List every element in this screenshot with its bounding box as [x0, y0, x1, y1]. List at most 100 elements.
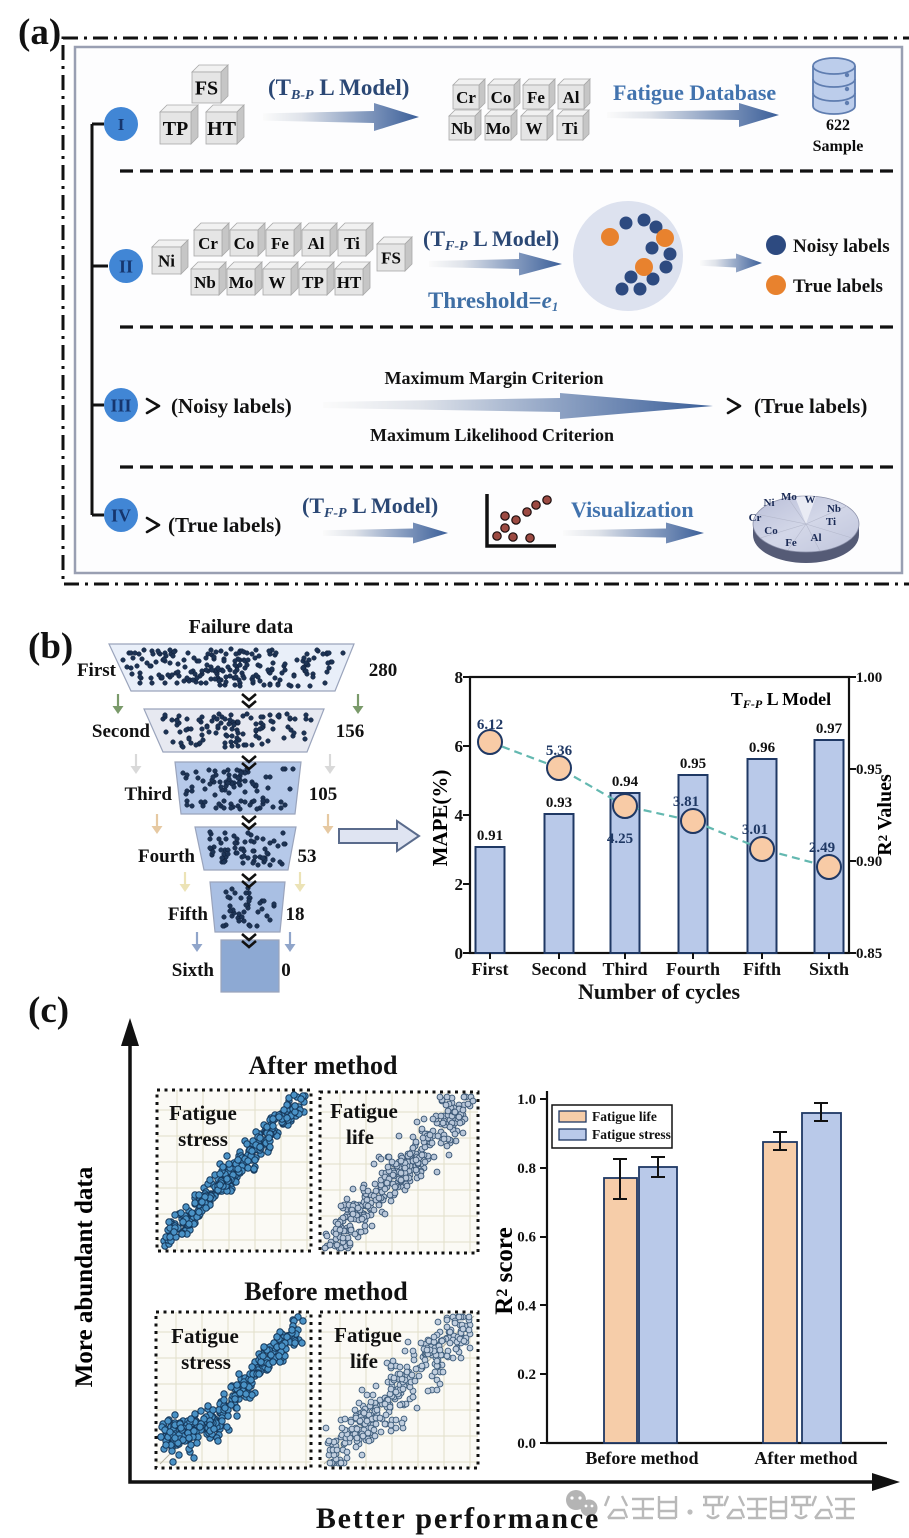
svg-text:Second: Second [92, 721, 151, 742]
svg-text:W: W [805, 494, 816, 506]
svg-text:Fatigue: Fatigue [330, 1099, 398, 1123]
svg-text:stress: stress [181, 1350, 231, 1374]
svg-text:0.2: 0.2 [517, 1367, 536, 1383]
svg-text:Co: Co [491, 88, 512, 107]
svg-text:HT: HT [337, 273, 362, 292]
svg-text:Fatigue: Fatigue [171, 1324, 239, 1348]
svg-text:Ti: Ti [562, 119, 578, 138]
svg-text:TP: TP [302, 273, 324, 292]
svg-text:0.90: 0.90 [856, 854, 882, 870]
svg-text:More abundant data: More abundant data [71, 1166, 98, 1387]
svg-text:Al: Al [308, 234, 325, 253]
svg-text:0.94: 0.94 [612, 774, 639, 790]
svg-text:Mo: Mo [229, 273, 254, 292]
svg-text:Mo: Mo [486, 119, 511, 138]
svg-text:Cr: Cr [198, 234, 218, 253]
svg-text:Ni: Ni [158, 252, 175, 271]
svg-text:Ni: Ni [764, 497, 775, 509]
svg-text:(True labels): (True labels) [754, 394, 867, 418]
svg-text:Nb: Nb [194, 273, 216, 292]
svg-text:II: II [119, 256, 133, 276]
svg-text:18: 18 [286, 904, 305, 925]
svg-text:Fatigue: Fatigue [169, 1101, 237, 1125]
svg-text:3.01: 3.01 [742, 822, 768, 838]
svg-text:0.6: 0.6 [517, 1230, 536, 1246]
svg-text:Fifth: Fifth [168, 904, 209, 925]
svg-text:TP: TP [163, 118, 189, 140]
svg-text:0.95: 0.95 [856, 762, 882, 778]
svg-text:53: 53 [298, 846, 317, 867]
svg-text:stress: stress [178, 1127, 228, 1151]
svg-text:Threshold=e1: Threshold=e1 [428, 288, 558, 314]
svg-text:Ti: Ti [826, 516, 836, 528]
svg-text:First: First [472, 959, 509, 979]
svg-text:(TF-P L Model): (TF-P L Model) [423, 226, 559, 254]
svg-text:Noisy labels: Noisy labels [793, 236, 890, 257]
svg-text:Fe: Fe [527, 88, 545, 107]
svg-text:Sixth: Sixth [172, 960, 215, 981]
svg-text:0.0: 0.0 [517, 1436, 536, 1452]
svg-text:1.0: 1.0 [517, 1092, 536, 1108]
svg-text:105: 105 [309, 784, 338, 805]
svg-text:2.49: 2.49 [809, 840, 835, 856]
svg-text:622: 622 [826, 117, 850, 134]
svg-text:(a): (a) [18, 12, 61, 53]
svg-text:R2 Values: R2 Values [874, 774, 896, 856]
svg-text:I: I [118, 115, 125, 134]
svg-text:After method: After method [754, 1448, 857, 1468]
svg-text:Fe: Fe [785, 537, 797, 549]
svg-text:Maximum Likelihood Criterion: Maximum Likelihood Criterion [370, 425, 614, 445]
svg-text:Visualization: Visualization [571, 497, 694, 522]
svg-text:Fatigue: Fatigue [334, 1323, 402, 1347]
svg-text:Al: Al [811, 532, 822, 544]
svg-text:W: W [269, 273, 286, 292]
svg-text:0.8: 0.8 [517, 1161, 536, 1177]
svg-text:5.36: 5.36 [546, 743, 573, 759]
svg-text:FS: FS [381, 249, 401, 268]
svg-text:FS: FS [195, 78, 218, 100]
svg-text:Fe: Fe [271, 234, 289, 253]
svg-text:0: 0 [455, 944, 464, 963]
svg-text:III: III [110, 395, 131, 415]
svg-text:0.97: 0.97 [816, 721, 843, 737]
svg-text:After method: After method [249, 1051, 399, 1080]
svg-text:Fatigue life: Fatigue life [592, 1109, 657, 1124]
svg-text:Fatigue Database: Fatigue Database [613, 80, 776, 105]
svg-text:Third: Third [602, 959, 647, 979]
svg-text:Before method: Before method [585, 1448, 698, 1468]
svg-text:Third: Third [124, 784, 172, 805]
svg-text:4.25: 4.25 [607, 831, 633, 847]
svg-text:Nb: Nb [451, 119, 473, 138]
svg-text:(TF-P L Model): (TF-P L Model) [302, 493, 438, 521]
svg-text:Sample: Sample [813, 138, 864, 155]
svg-text:Sixth: Sixth [809, 959, 849, 979]
svg-text:Number of cycles: Number of cycles [578, 979, 741, 1004]
svg-text:life: life [350, 1349, 378, 1373]
svg-text:(True labels): (True labels) [168, 513, 281, 537]
svg-text:0.85: 0.85 [856, 946, 882, 962]
svg-text:Nb: Nb [827, 503, 841, 515]
svg-text:Fatigue stress: Fatigue stress [592, 1127, 671, 1142]
svg-text:Mo: Mo [781, 491, 797, 503]
svg-text:4: 4 [455, 806, 464, 825]
svg-text:(b): (b) [28, 626, 73, 667]
svg-text:Second: Second [531, 959, 586, 979]
svg-text:R2 score: R2 score [491, 1227, 518, 1314]
svg-text:(TB-P L Model): (TB-P L Model) [268, 75, 409, 103]
svg-text:(c): (c) [28, 990, 69, 1031]
svg-text:Failure data: Failure data [189, 616, 294, 638]
svg-text:First: First [77, 660, 117, 681]
svg-text:0: 0 [281, 960, 291, 981]
svg-text:MAPE(%): MAPE(%) [428, 770, 452, 867]
svg-text:6: 6 [455, 737, 464, 756]
svg-text:1.00: 1.00 [856, 670, 882, 686]
svg-text:0.4: 0.4 [517, 1298, 536, 1314]
svg-text:156: 156 [336, 721, 365, 742]
svg-text:IV: IV [111, 505, 131, 525]
svg-text:W: W [526, 119, 543, 138]
svg-text:True labels: True labels [793, 276, 883, 297]
svg-text:Co: Co [764, 525, 778, 537]
svg-text:Before method: Before method [244, 1277, 408, 1306]
svg-text:0.91: 0.91 [477, 828, 503, 844]
svg-text:Co: Co [234, 234, 255, 253]
